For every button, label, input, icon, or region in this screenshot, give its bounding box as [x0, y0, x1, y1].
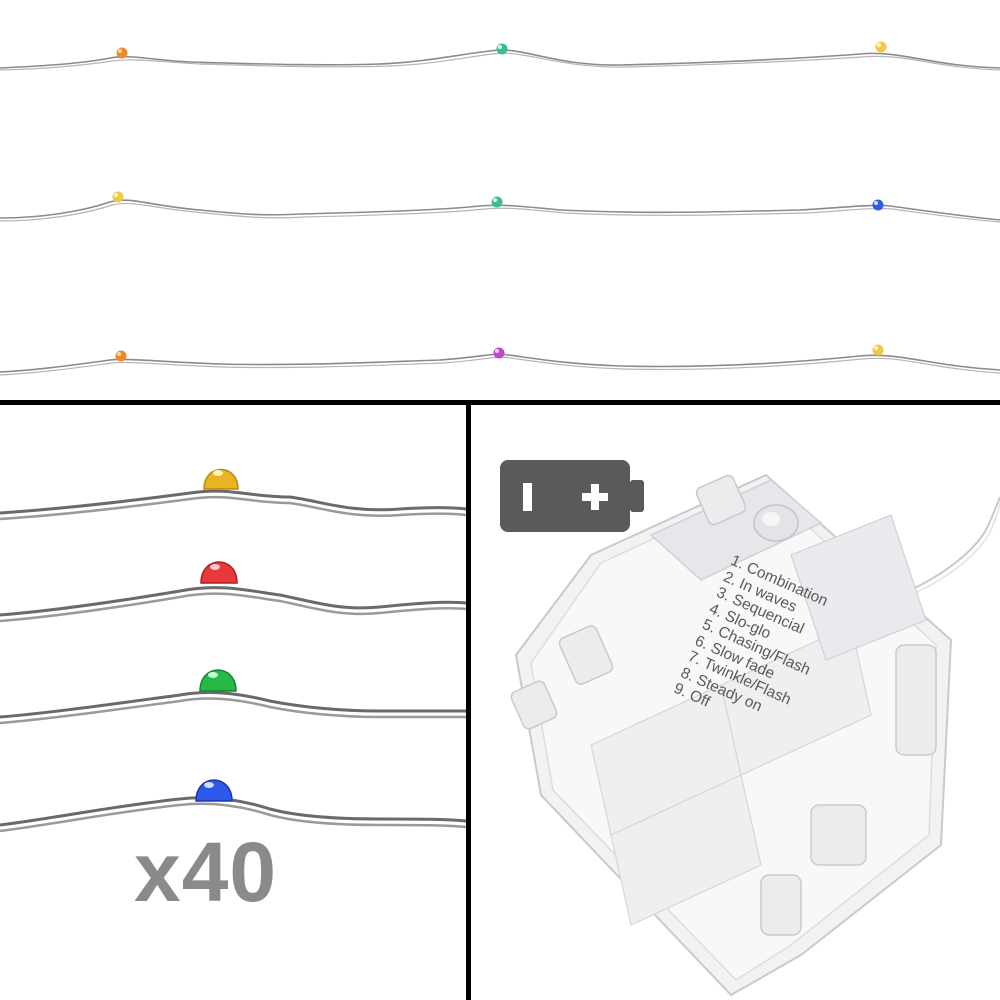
closeup-led-red	[200, 561, 238, 584]
closeup-wire-1	[0, 468, 466, 521]
top-panel-wire-strands	[0, 0, 1000, 400]
wire-strands-image	[0, 41, 1000, 376]
closeup-led-yellow	[203, 468, 239, 490]
wire-row-2	[0, 191, 1000, 223]
led-1-1	[116, 47, 128, 59]
vertical-divider	[466, 405, 471, 1000]
closeup-wire-4	[0, 779, 466, 833]
battery-icon	[500, 460, 644, 532]
led-3-1	[115, 350, 127, 362]
battery-box	[510, 473, 953, 997]
led-1-2	[496, 43, 508, 55]
horizontal-divider	[0, 400, 1000, 405]
led-2-1	[112, 191, 124, 203]
led-3-3	[872, 344, 884, 356]
battery-box-image	[500, 460, 1000, 997]
wire-row-3	[0, 344, 1000, 376]
wire-row-1	[0, 41, 1000, 71]
led-3-2	[493, 347, 505, 359]
led-closeup-image	[0, 468, 466, 833]
closeup-led-green	[199, 669, 237, 692]
closeup-wire-2	[0, 561, 466, 623]
led-closeup-panel	[0, 405, 466, 1000]
led-count-label: x40	[134, 825, 278, 919]
led-2-2	[491, 196, 503, 208]
closeup-wire-3	[0, 669, 466, 725]
battery-box-panel	[471, 405, 1000, 1000]
led-1-3	[875, 41, 887, 53]
led-2-3	[872, 199, 884, 211]
closeup-led-blue	[195, 779, 233, 802]
